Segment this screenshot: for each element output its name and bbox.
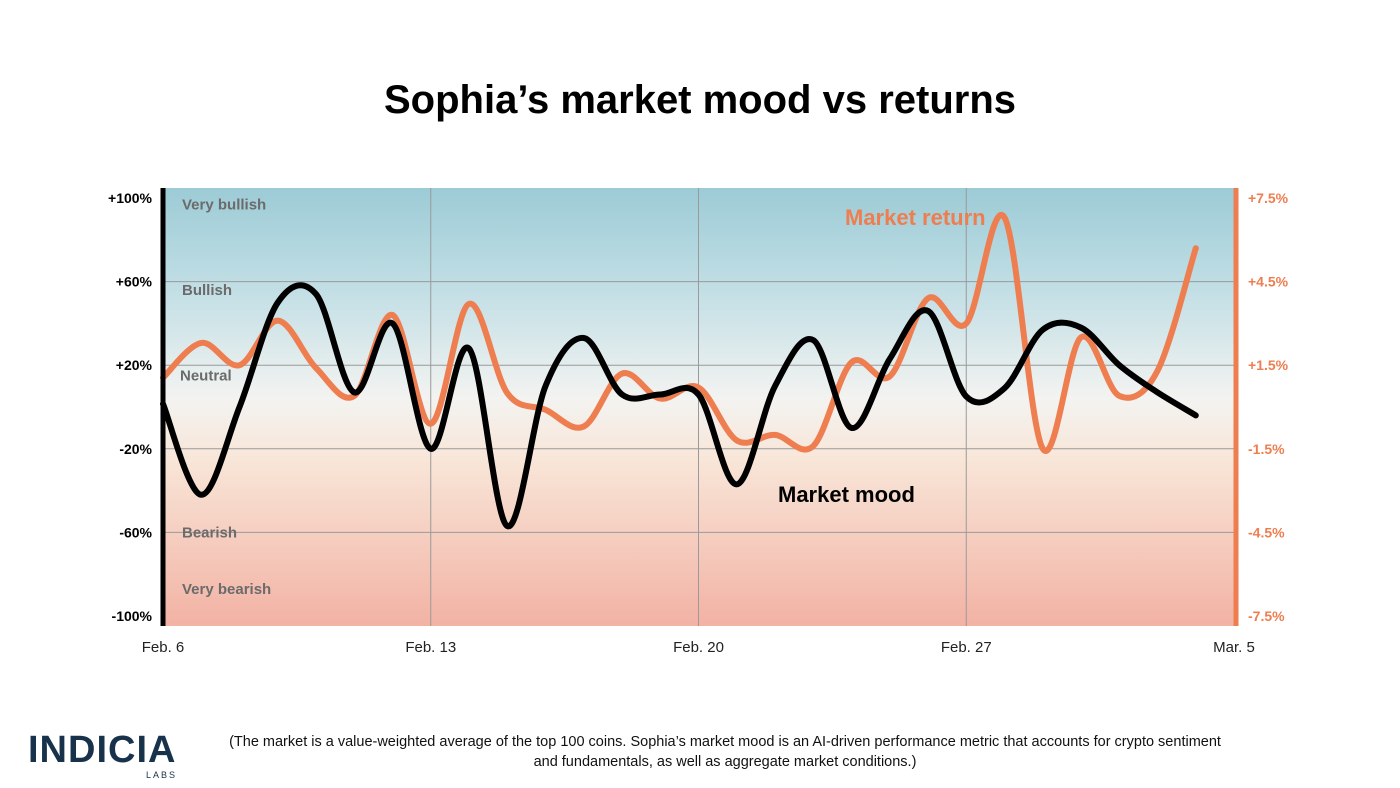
x-axis-tick-label: Feb. 20	[673, 639, 724, 656]
logo-subtext: LABS	[146, 770, 178, 780]
zone-label: Very bearish	[182, 581, 271, 598]
logo-text: INDICIA	[28, 729, 177, 771]
footnote: (The market is a value-weighted average …	[229, 734, 1221, 770]
series-label-market-return: Market return	[845, 205, 986, 230]
left-axis-tick-label: +100%	[108, 190, 153, 206]
series-lines	[160, 211, 1199, 530]
left-axis-tick-label: +20%	[116, 357, 153, 373]
x-axis-tick-label: Mar. 5	[1213, 639, 1255, 656]
zone-label: Bearish	[182, 524, 237, 541]
right-axis-tick-label: -7.5%	[1248, 608, 1285, 624]
right-axis-tick-label: -1.5%	[1248, 441, 1285, 457]
chart: Very bullish Bullish Neutral Bearish Very be…	[108, 188, 1289, 656]
left-axis-tick-label: -20%	[119, 441, 152, 457]
right-axis-tick-label: +4.5%	[1248, 274, 1289, 290]
series-label-market-mood: Market mood	[778, 482, 915, 507]
series-line-market-mood	[160, 282, 1199, 530]
axis-ticks: +100% +60% +20% -20% -60% -100% +7.5% +4.5% +1.5…	[108, 190, 1289, 656]
right-axis-tick-label: -4.5%	[1248, 524, 1285, 540]
logo: INDICIA LABS	[28, 730, 188, 782]
left-axis-tick-label: -60%	[119, 524, 152, 540]
x-axis-tick-label: Feb. 13	[405, 639, 456, 656]
x-axis-tick-label: Feb. 27	[941, 639, 992, 656]
left-axis-tick-label: -100%	[112, 608, 153, 624]
zone-label: Neutral	[180, 368, 232, 385]
gridlines	[163, 188, 1236, 626]
zone-label: Bullish	[182, 282, 232, 299]
right-axis-tick-label: +1.5%	[1248, 357, 1289, 373]
left-axis-tick-label: +60%	[116, 274, 153, 290]
zone-label: Very bullish	[182, 196, 266, 213]
x-axis-tick-label: Feb. 6	[142, 639, 185, 656]
page-title: Sophia’s market mood vs returns	[383, 78, 1017, 122]
right-axis-tick-label: +7.5%	[1248, 190, 1289, 206]
zone-labels: Very bullish Bullish Neutral Bearish Very be…	[180, 196, 271, 598]
